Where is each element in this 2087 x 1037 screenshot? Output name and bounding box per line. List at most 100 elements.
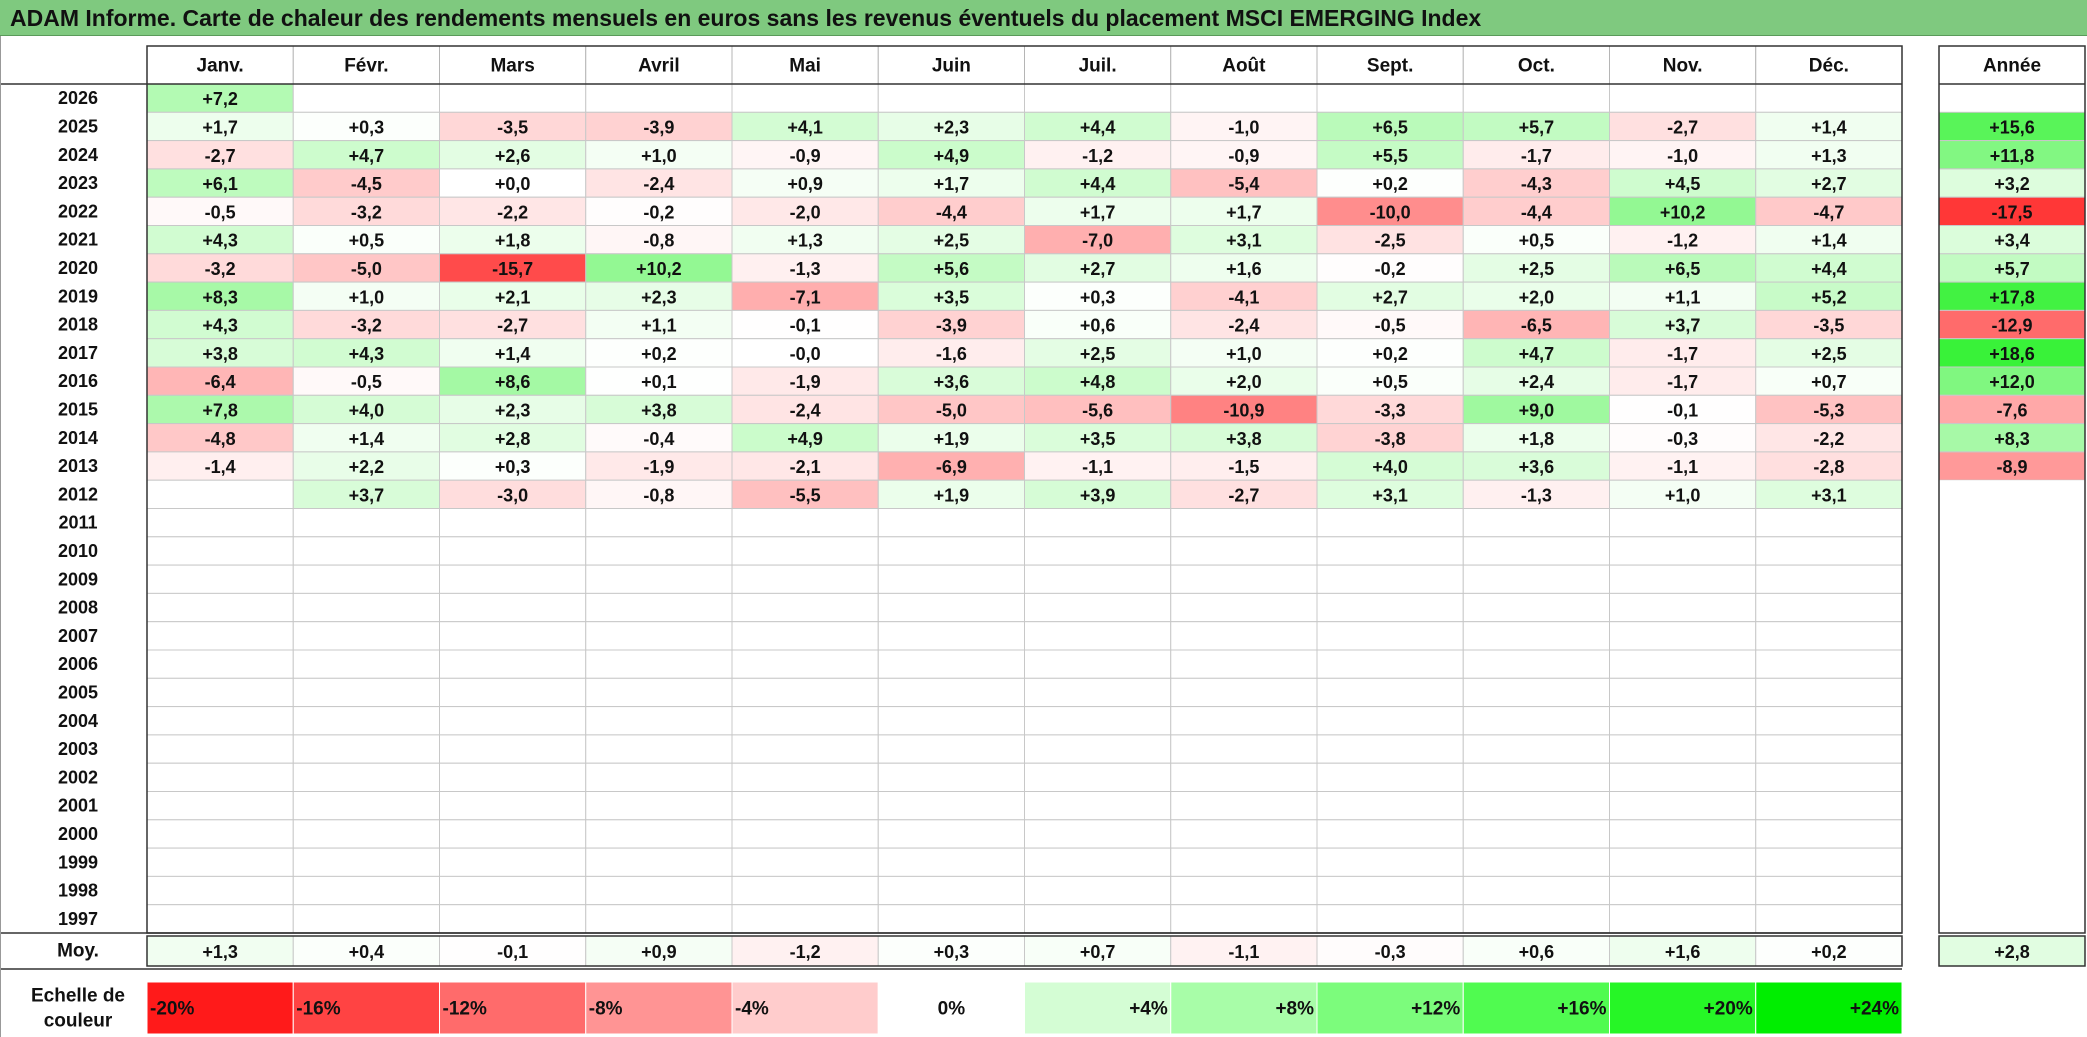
average-cell-value: +0,6 [1519,942,1555,962]
heatmap-cell [1755,451,1903,481]
heatmap-cell [585,649,733,679]
heatmap-cell-value: -3,9 [936,316,967,336]
heatmap-cell-value: +1,4 [1811,117,1847,137]
heatmap-cell-value: -3,2 [351,316,382,336]
heatmap-cell-value: -1,0 [1228,117,1259,137]
heatmap-cell-value: +4,9 [934,146,970,166]
heatmap-cell-value: +5,7 [1519,117,1555,137]
heatmap-cell-value: +5,6 [934,259,970,279]
annual-cell [1939,84,2085,113]
heatmap-cell-value: -1,1 [1667,457,1698,477]
heatmap-cell-value: +7,8 [202,400,238,420]
heatmap-cell [877,819,1025,849]
heatmap-cell [1316,225,1464,255]
average-cell-value: +1,6 [1665,942,1701,962]
heatmap-cell-value: +1,0 [1665,485,1701,505]
heatmap-cell-value: +0,6 [1080,316,1116,336]
heatmap-cell [1316,734,1464,764]
heatmap-cell-value: +1,7 [202,117,238,137]
heatmap-cell [439,847,587,877]
heatmap-cell [146,479,294,510]
heatmap-cell [877,423,1025,453]
heatmap-cell [877,649,1025,679]
heatmap-cell [1755,536,1903,566]
heatmap-cell-value: -2,7 [1228,485,1259,505]
heatmap-cell [439,904,587,934]
month-header-label: Avril [638,56,680,77]
heatmap-cell-value: +0,0 [495,174,531,194]
year-label: 2004 [58,711,98,731]
average-cell-value: +0,4 [349,942,385,962]
heatmap-cell [1609,479,1757,510]
month-header-cell [877,45,1025,85]
heatmap-cell [1170,564,1318,594]
month-header-label: Mars [490,56,534,77]
heatmap-cell [1462,791,1610,821]
heatmap-cell-value: +1,7 [1226,202,1262,222]
heatmap-cell [877,621,1025,651]
year-label: 2017 [58,343,98,363]
annual-cell [1938,140,2086,170]
heatmap-cell [731,904,879,934]
year-label: 2023 [58,173,98,193]
heatmap-cell-value: -2,2 [497,202,528,222]
heatmap-cell [731,564,879,594]
heatmap-cell [439,309,587,340]
heatmap-cell [1316,140,1464,170]
heatmap-cell [1316,762,1464,793]
heatmap-cell-value: +2,6 [495,146,531,166]
scale-swatch [1170,981,1318,1035]
annual-cell [1938,111,2086,142]
heatmap-cell [292,140,440,170]
heatmap-cell [439,621,587,651]
heatmap-cell [1755,904,1903,934]
heatmap-cell-value: -2,4 [1228,316,1259,336]
heatmap-cell [292,677,440,708]
heatmap-cell-value: -3,2 [205,259,236,279]
annual-cell [1938,338,2086,368]
month-header-label: Mai [789,56,821,77]
heatmap-cell [146,791,294,821]
heatmap-cell [877,592,1025,623]
heatmap-cell [1609,791,1757,821]
annual-cell-value: -7,6 [1996,400,2027,420]
heatmap-cell-value: -7,1 [790,287,821,307]
heatmap-cell-value: -2,7 [1667,117,1698,137]
heatmap-cell [1316,592,1464,623]
heatmap-cell [1462,564,1610,594]
heatmap-cell [731,819,879,849]
heatmap-cell [439,253,587,283]
heatmap-cell [1316,904,1464,934]
heatmap-cell-value: -1,9 [643,457,674,477]
annual-header-label: Année [1983,56,2041,77]
heatmap-cell-value: -0,9 [790,146,821,166]
heatmap-cell [877,791,1025,821]
heatmap-cell [1462,309,1610,340]
year-label: 2021 [58,230,98,250]
heatmap-cell [146,762,294,793]
year-label: 2019 [58,286,98,306]
heatmap-cell [1755,706,1903,736]
heatmap-cell [877,451,1025,481]
heatmap-cell [731,706,879,736]
heatmap-cell-value: -2,7 [497,316,528,336]
heatmap-cell [1609,168,1757,198]
annual-cell [1938,309,2086,340]
heatmap-cell-value: +2,1 [495,287,531,307]
heatmap-cell-value: +3,1 [1226,231,1262,251]
heatmap-cell-value: +1,7 [934,174,970,194]
heatmap-cell [1462,168,1610,198]
heatmap-cell [1462,762,1610,793]
heatmap-cell [731,111,879,142]
heatmap-cell-value: +2,7 [1811,174,1847,194]
heatmap-cell [1170,111,1318,142]
heatmap-cell [1024,621,1172,651]
heatmap-cell-value: -6,4 [205,372,236,392]
heatmap-cell [877,762,1025,793]
annual-cell-value: -8,9 [1996,457,2027,477]
heatmap-cell-value: -1,1 [1082,457,1113,477]
heatmap-cell [146,847,294,877]
heatmap-cell [1462,734,1610,764]
heatmap-cell [877,508,1025,538]
heatmap-cell-value: -1,4 [205,457,236,477]
